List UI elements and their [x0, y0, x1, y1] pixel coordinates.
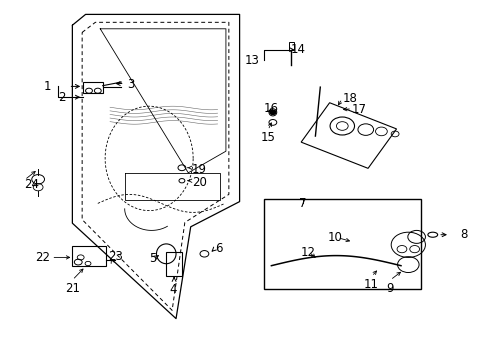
Text: 8: 8 — [460, 228, 467, 241]
Text: 5: 5 — [149, 252, 156, 265]
Text: 14: 14 — [290, 43, 305, 56]
Bar — [264, 199, 420, 289]
Text: 9: 9 — [386, 282, 393, 294]
Bar — [289, 42, 294, 50]
Bar — [72, 246, 105, 266]
Text: 22: 22 — [35, 251, 50, 264]
Text: 23: 23 — [108, 250, 123, 263]
Text: 2: 2 — [59, 91, 66, 104]
Text: 24: 24 — [24, 178, 40, 191]
Text: 21: 21 — [65, 282, 80, 294]
Text: 17: 17 — [351, 103, 366, 116]
Text: 3: 3 — [127, 78, 134, 91]
Text: 1: 1 — [44, 80, 51, 93]
Text: 12: 12 — [300, 246, 315, 258]
Circle shape — [269, 110, 275, 114]
Text: 4: 4 — [169, 283, 177, 296]
Bar — [166, 252, 182, 276]
Bar — [83, 82, 102, 93]
Text: 10: 10 — [327, 231, 342, 244]
Text: 20: 20 — [191, 176, 206, 189]
Text: 19: 19 — [191, 163, 206, 176]
Text: 16: 16 — [264, 102, 279, 114]
Text: 7: 7 — [299, 197, 306, 210]
Text: 15: 15 — [260, 131, 275, 144]
Text: 18: 18 — [342, 92, 356, 105]
Text: 6: 6 — [215, 242, 222, 255]
Text: 11: 11 — [364, 278, 378, 291]
Text: 13: 13 — [244, 54, 259, 67]
